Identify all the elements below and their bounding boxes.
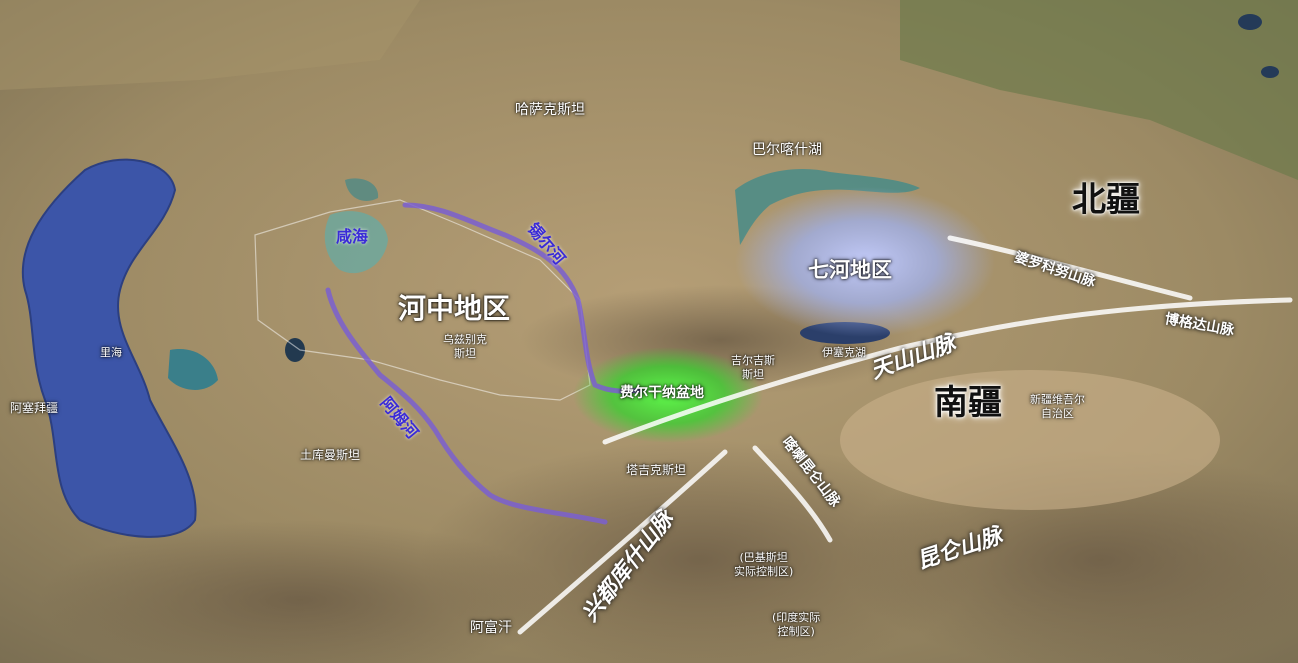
label-azerbaijan: 阿塞拜疆 [10,401,59,415]
label-india-controlled: (印度实际 控制区) [772,611,821,638]
borohoro-line [947,235,1193,301]
label-kazakhstan: 哈萨克斯坦 [515,102,585,118]
label-aral-sea: 咸海 [336,227,369,246]
label-afghanistan: 阿富汗 [470,620,512,636]
label-balkhash-lake: 巴尔喀什湖 [752,142,822,158]
syr-darya-river [402,202,643,394]
label-tajikistan: 塔吉克斯坦 [626,463,687,477]
karakoram-line [752,445,833,543]
hindu-kush-line [517,449,728,635]
label-transoxiana: 河中地区 [398,292,511,325]
label-south-xinjiang: 南疆 [934,383,1002,423]
tianshan-line [602,297,1293,445]
label-turkmenistan: 土库曼斯坦 [300,448,361,462]
label-xinjiang: 新疆维吾尔 自治区 [1030,393,1085,420]
caspian-sea [21,158,197,538]
label-issyk-kul: 伊塞克湖 [822,346,866,359]
label-uzbekistan: 乌兹别克 斯坦 [443,333,487,360]
label-kyrgyzstan: 吉尔吉斯 斯坦 [731,354,775,381]
amu-darya-river [325,287,608,525]
label-pakistan-controlled: (巴基斯坦 实际控制区) [734,551,794,578]
label-semirechye: 七河地区 [808,258,892,282]
label-fergana-basin: 费尔干纳盆地 [620,385,704,401]
label-caspian-sea: 里海 [100,346,122,359]
label-north-xinjiang: 北疆 [1072,180,1140,220]
